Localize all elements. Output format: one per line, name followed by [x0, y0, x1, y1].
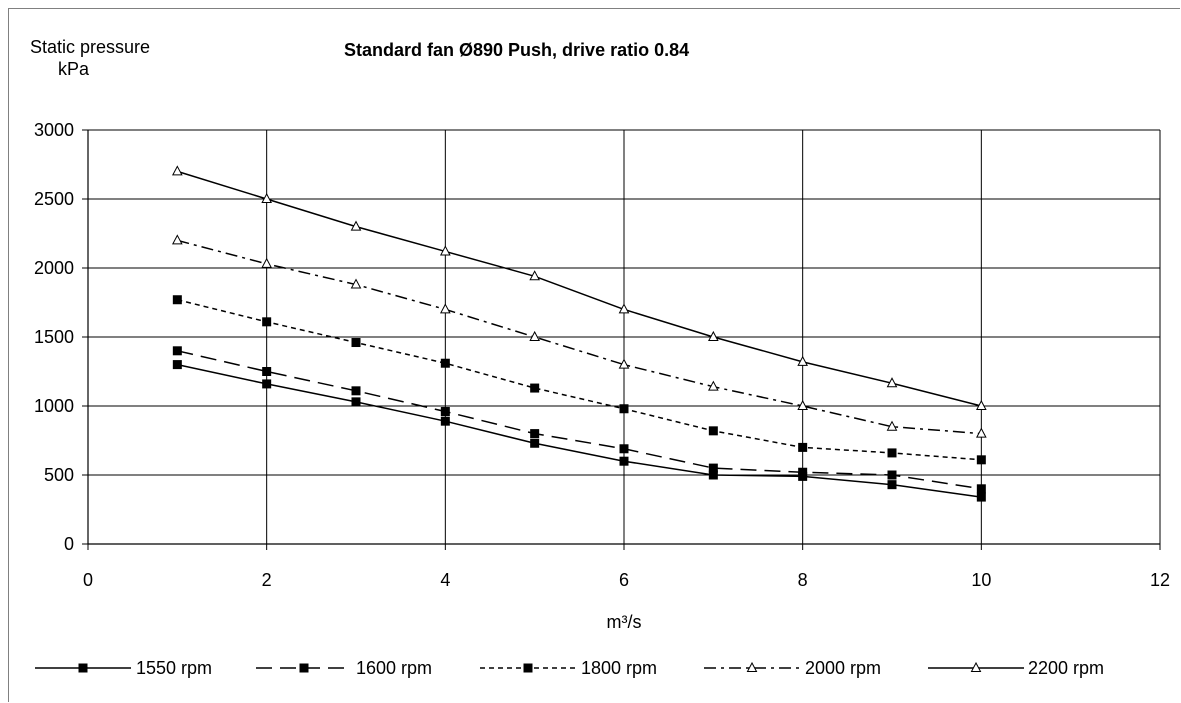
data-point [887, 448, 897, 458]
x-axis-label: m³/s [607, 612, 642, 632]
data-point [262, 379, 272, 389]
data-point [976, 399, 987, 410]
y-tick-label: 2500 [34, 189, 74, 209]
legend: 1550 rpm 1600 rpm 1800 rpm 2000 rpm 2200 rpm [35, 658, 1104, 678]
data-point [350, 220, 362, 231]
x-tick-label: 2 [262, 570, 272, 590]
y-tick-label: 1500 [34, 327, 74, 347]
legend-marker [523, 663, 533, 673]
data-point [708, 330, 719, 341]
data-point [708, 426, 718, 436]
data-point [261, 257, 272, 268]
legend-item: 2200 rpm [928, 658, 1104, 678]
chart-area [8, 8, 1180, 702]
data-point [618, 358, 630, 369]
legend-label: 1600 rpm [356, 658, 432, 678]
data-point [172, 234, 183, 245]
y-axis-label-line2: kPa [58, 59, 90, 79]
data-point [440, 407, 450, 417]
legend-label: 2000 rpm [805, 658, 881, 678]
legend-marker [746, 661, 758, 672]
data-point [350, 278, 362, 289]
x-tick-label: 4 [440, 570, 450, 590]
legend-marker [299, 663, 309, 673]
data-point [708, 463, 718, 473]
series-line [177, 363, 982, 498]
data-point [887, 470, 897, 480]
series-2 [172, 295, 986, 465]
series-0 [172, 360, 986, 502]
data-point [798, 442, 808, 452]
data-point [172, 360, 182, 370]
data-point [618, 303, 630, 314]
series-line [177, 350, 982, 490]
data-point [262, 367, 272, 376]
data-point [529, 330, 540, 341]
data-point [172, 165, 183, 176]
data-point [440, 245, 451, 256]
data-point [351, 338, 361, 348]
data-point [619, 444, 629, 454]
data-point [887, 480, 897, 490]
data-point [797, 399, 808, 410]
data-point [530, 438, 540, 448]
y-tick-label: 3000 [34, 120, 74, 140]
y-tick-label: 0 [64, 534, 74, 554]
x-tick-label: 8 [798, 570, 808, 590]
data-point [261, 192, 272, 203]
data-point [262, 317, 272, 327]
data-point [798, 467, 808, 477]
data-point [976, 484, 986, 494]
data-point [797, 355, 808, 366]
data-point [530, 383, 540, 393]
legend-marker [78, 663, 88, 673]
data-point [886, 377, 898, 388]
series-4 [172, 165, 987, 410]
y-axis-label-line1: Static pressure [30, 37, 151, 57]
data-point [351, 386, 361, 396]
x-tick-label: 0 [83, 570, 93, 590]
legend-item: 1550 rpm [35, 658, 212, 678]
data-point [172, 295, 182, 305]
data-point [351, 397, 361, 407]
data-point [440, 358, 450, 368]
legend-label: 1800 rpm [581, 658, 657, 678]
legend-item: 1600 rpm [256, 658, 432, 678]
data-point [886, 420, 898, 431]
series-line [177, 170, 982, 407]
data-point [440, 416, 450, 426]
legend-label: 2200 rpm [1028, 658, 1104, 678]
y-tick-label: 500 [44, 465, 74, 485]
chart-title: Standard fan Ø890 Push, drive ratio 0.84 [344, 40, 690, 60]
legend-marker [970, 661, 982, 672]
axes: 0 500 1000 1500 2000 2500 3000 0 2 4 6 8 10 12 [34, 120, 1170, 590]
data-point [529, 270, 540, 281]
data-series [172, 165, 987, 502]
y-tick-label: 1000 [34, 396, 74, 416]
series-3 [172, 234, 987, 438]
data-point [708, 380, 719, 391]
data-point [619, 404, 629, 414]
legend-item: 2000 rpm [704, 658, 881, 678]
data-point [619, 456, 629, 466]
data-point [440, 303, 451, 314]
y-tick-label: 2000 [34, 258, 74, 278]
data-point [708, 470, 718, 480]
data-point [976, 455, 986, 465]
series-line [177, 239, 982, 435]
legend-label: 1550 rpm [136, 658, 212, 678]
gridlines [88, 129, 1161, 544]
data-point [172, 346, 182, 356]
series-line [177, 299, 982, 461]
series-1 [172, 346, 986, 494]
x-tick-label: 10 [971, 570, 991, 590]
legend-item: 1800 rpm [480, 658, 657, 678]
data-point [976, 492, 986, 502]
data-point [976, 427, 987, 438]
x-tick-label: 12 [1150, 570, 1170, 590]
data-point [530, 429, 540, 439]
x-tick-label: 6 [619, 570, 629, 590]
